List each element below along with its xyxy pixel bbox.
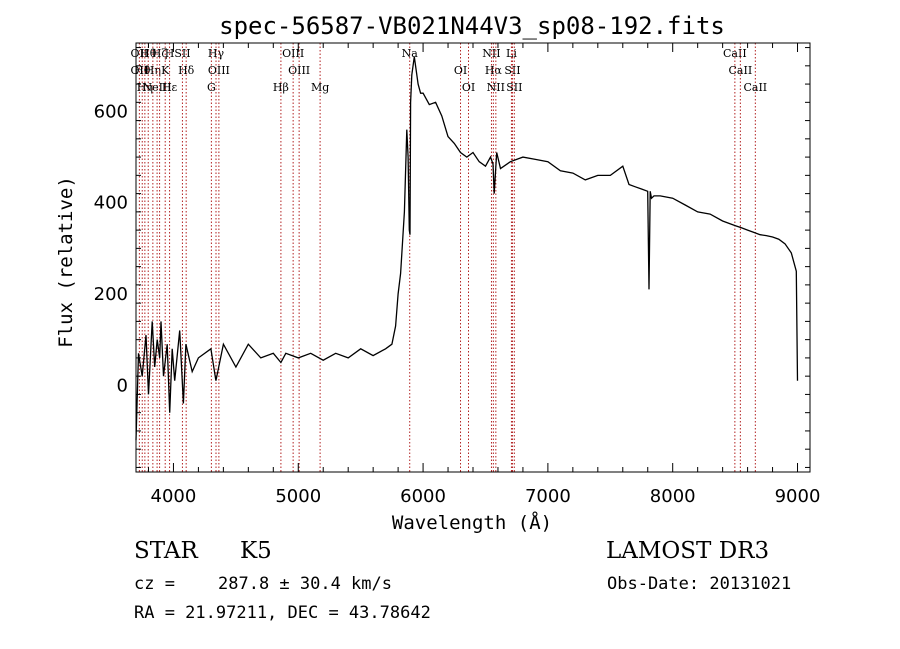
cz-label: cz = — [134, 574, 175, 594]
line-marker-label: CaII — [729, 64, 753, 77]
y-tick-label: 0 — [117, 375, 128, 396]
plot-frame — [135, 42, 811, 473]
line-marker-label: SII — [506, 81, 522, 94]
line-marker-label: Na — [402, 47, 419, 60]
line-marker-label: NeIII — [143, 81, 172, 94]
line-marker-label: Hδ — [178, 64, 195, 77]
x-tick-label: 8000 — [650, 486, 696, 507]
line-marker-label: Hη — [145, 64, 161, 77]
coordinates: RA = 21.97211, DEC = 43.78642 — [134, 603, 431, 623]
x-tick-label: 6000 — [400, 486, 446, 507]
line-marker-label: SII — [504, 64, 520, 77]
x-tick-label: 7000 — [525, 486, 571, 507]
line-marker-label: Hθ — [134, 64, 151, 77]
line-marker-label: OII — [131, 64, 149, 77]
survey-name: LAMOST DR3 — [606, 538, 770, 564]
spectrum-line — [135, 56, 799, 441]
x-tick-label: 9000 — [775, 486, 821, 507]
line-marker-label: NII — [482, 47, 500, 60]
line-marker-label: G — [207, 81, 216, 94]
line-marker-label: OI — [462, 81, 475, 94]
x-axis-ticks: 4000 5000 6000 7000 8000 9000 — [147, 43, 821, 507]
line-marker-label: OIII — [282, 47, 304, 60]
line-marker-label: Hγ — [208, 47, 225, 60]
line-marker-label: K — [161, 64, 170, 77]
line-marker-label: OII — [131, 47, 149, 60]
y-tick-label: 400 — [94, 193, 128, 214]
x-tick-label: 5000 — [275, 486, 321, 507]
y-axis-ticks: 0 200 400 600 — [94, 47, 810, 468]
y-tick-label: 200 — [94, 284, 128, 305]
x-axis-label: Wavelength (Å) — [392, 511, 552, 534]
cz-value: 287.8 ± 30.4 km/s — [218, 574, 392, 594]
observation-date: Obs-Date: 20131021 — [607, 574, 792, 594]
line-marker-label: OI — [454, 64, 467, 77]
line-marker-label: CaII — [743, 81, 767, 94]
line-marker-label: Li — [506, 47, 517, 60]
object-class: STAR — [134, 538, 198, 564]
object-subclass: K5 — [240, 538, 272, 564]
line-marker-label: Mg — [311, 81, 329, 94]
line-marker-label: H — [165, 47, 175, 60]
line-marker-label: OIII — [208, 64, 230, 77]
chart-title: spec-56587-VB021N44V3_sp08-192.fits — [219, 12, 725, 40]
line-marker-label: Hα — [485, 64, 503, 77]
line-marker-label: SII — [174, 47, 190, 60]
line-marker-label: OIII — [288, 64, 310, 77]
y-tick-label: 600 — [94, 101, 128, 122]
line-marker-label: Hζ — [152, 47, 168, 60]
line-marker-label: NII — [487, 81, 505, 94]
line-marker-label: Hε — [162, 81, 178, 94]
line-marker-label: Hβ — [273, 81, 289, 94]
line-marker-label: CaII — [723, 47, 747, 60]
x-tick-label: 4000 — [151, 486, 197, 507]
y-axis-label: Flux (relative) — [55, 176, 77, 348]
